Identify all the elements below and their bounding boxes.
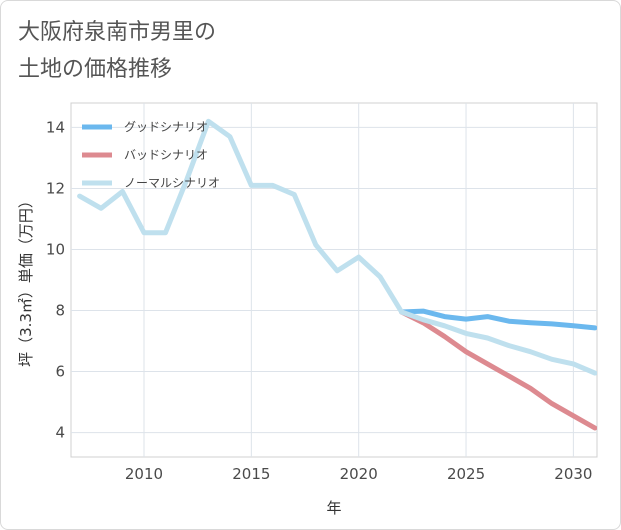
y-tick-label: 12 [46, 179, 65, 197]
y-tick-label: 14 [46, 118, 65, 136]
y-tick-label: 10 [46, 240, 65, 258]
x-tick-label: 2030 [554, 465, 592, 483]
legend-label: バッドシナリオ [124, 148, 208, 162]
series-line-2 [399, 309, 597, 431]
x-tick-label: 2025 [447, 465, 485, 483]
legend-label: ノーマルシナリオ [124, 176, 220, 190]
series-line-3 [77, 118, 597, 376]
plot-area [70, 102, 598, 458]
series-line-1 [399, 308, 597, 331]
legend-item: グッドシナリオ [82, 120, 208, 134]
tick-labels: 2010 2015 2020 2025 2030 4 6 8 10 12 14 [46, 118, 593, 483]
x-tick-label: 2010 [125, 465, 163, 483]
x-tick-label: 2020 [340, 465, 378, 483]
legend-item: ノーマルシナリオ [82, 176, 220, 190]
x-tick-label: 2015 [232, 465, 270, 483]
x-axis-title: 年 [326, 499, 341, 517]
chart-title: 大阪府泉南市男里の 土地の価格推移 [18, 20, 217, 82]
legend-item: バッドシナリオ [82, 148, 208, 162]
grid-lines [71, 103, 597, 457]
series-layer [77, 118, 597, 431]
y-tick-label: 8 [55, 302, 65, 320]
y-tick-label: 6 [55, 363, 65, 381]
legend-label: グッドシナリオ [124, 120, 208, 134]
y-tick-label: 4 [55, 424, 65, 442]
y-axis-title: 坪（3.3㎡）単価（万円） [17, 193, 35, 367]
